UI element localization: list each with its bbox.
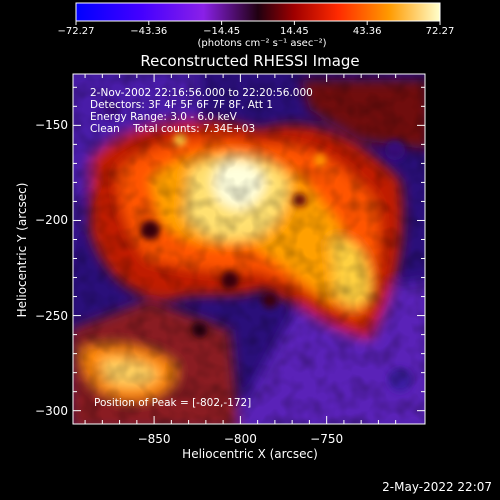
peak-position-label: Position of Peak = [-802,-172]	[94, 397, 252, 409]
time-range-label: 2-Nov-2002 22:16:56.000 to 22:20:56.000	[90, 87, 313, 99]
colorbar-tick-label: 72.27	[425, 26, 455, 37]
y-axis-label: Heliocentric Y (arcsec)	[15, 182, 29, 318]
energy-range-label: Energy Range: 3.0 - 6.0 keV	[90, 111, 237, 123]
x-axis-label: Heliocentric X (arcsec)	[182, 447, 318, 461]
y-tick-label: −150	[35, 118, 68, 133]
x-tick-label: −750	[310, 432, 344, 446]
colorbar-tick-label: −72.27	[57, 26, 95, 37]
chart-title: Reconstructed RHESSI Image	[140, 52, 360, 70]
colorbar-ticks	[75, 21, 441, 25]
detectors-label: Detectors: 3F 4F 5F 6F 7F 8F, Att 1	[90, 99, 274, 111]
y-tick-label: −200	[35, 213, 68, 228]
plot-timestamp: 2-May-2022 22:07	[382, 480, 492, 494]
colorbar-tick-label: −14.45	[203, 26, 241, 37]
x-tick-label: −850	[137, 432, 171, 446]
colorbar	[75, 2, 441, 25]
plot-frame	[72, 73, 426, 425]
colorbar-tick-label: 14.45	[280, 26, 309, 37]
clean-counts-label: Clean Total counts: 7.34E+03	[90, 123, 256, 135]
colorbar-gradient	[75, 2, 441, 22]
colorbar-unit: (photons cm⁻² s⁻¹ asec⁻²)	[197, 38, 327, 49]
colorbar-tick-label: −43.36	[130, 26, 168, 37]
y-tick-label: −250	[35, 308, 68, 323]
heatmap-image	[73, 74, 425, 424]
axis-ticks	[73, 74, 425, 424]
y-tick-label: −300	[35, 403, 68, 418]
x-tick-label: −800	[223, 432, 257, 446]
colorbar-tick-label: 43.36	[352, 26, 382, 37]
